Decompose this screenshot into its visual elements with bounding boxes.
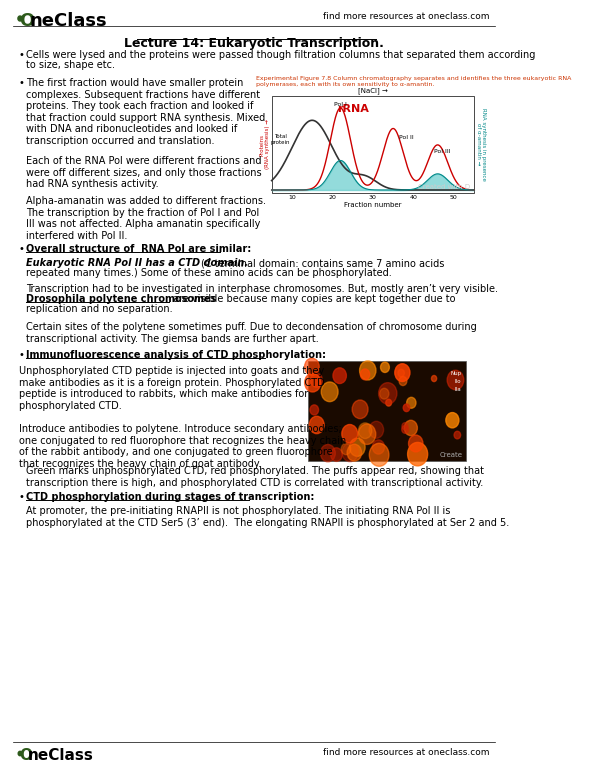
Text: Created with D: Created with D xyxy=(418,184,470,190)
Circle shape xyxy=(341,444,351,454)
Text: Unphosphorylated CTD peptide is injected into goats and they
make antibodies as : Unphosphorylated CTD peptide is injected… xyxy=(19,366,346,469)
Text: find more resources at oneclass.com: find more resources at oneclass.com xyxy=(323,748,490,757)
Circle shape xyxy=(402,426,409,434)
Text: Lecture 14: Eukaryotic Transcription.: Lecture 14: Eukaryotic Transcription. xyxy=(124,37,384,50)
Text: •: • xyxy=(19,78,24,88)
Circle shape xyxy=(386,400,392,406)
Text: O: O xyxy=(19,748,32,763)
Circle shape xyxy=(454,431,461,439)
Circle shape xyxy=(18,752,22,755)
Text: replication and no separation.: replication and no separation. xyxy=(26,304,172,314)
Text: are visible because many copies are kept together due to: are visible because many copies are kept… xyxy=(170,294,456,304)
Text: Eukaryotic RNA Pol II has a CTD domain.: Eukaryotic RNA Pol II has a CTD domain. xyxy=(26,258,248,268)
Text: •: • xyxy=(19,350,24,360)
Text: 30: 30 xyxy=(369,195,377,200)
Circle shape xyxy=(352,400,368,419)
Circle shape xyxy=(399,377,407,386)
Text: 40: 40 xyxy=(409,195,417,200)
Circle shape xyxy=(333,368,346,383)
Text: Certain sites of the polytene sometimes puff. Due to decondensation of chromosom: Certain sites of the polytene sometimes … xyxy=(26,322,477,343)
Circle shape xyxy=(431,376,437,382)
Text: IIa: IIa xyxy=(455,387,461,392)
Text: The first fraction would have smaller protein
complexes. Subsequent fractions ha: The first fraction would have smaller pr… xyxy=(26,78,265,146)
Text: Green marks unphosphorylated CTD, red phosphorylated. The puffs appear red, show: Green marks unphosphorylated CTD, red ph… xyxy=(26,466,484,487)
Circle shape xyxy=(372,440,384,454)
Circle shape xyxy=(381,362,389,373)
Text: find more resources at oneclass.com: find more resources at oneclass.com xyxy=(323,12,490,21)
Circle shape xyxy=(409,435,423,452)
Text: Each of the RNA Pol were different fractions and
were off different sizes, and o: Each of the RNA Pol were different fract… xyxy=(26,156,261,189)
Circle shape xyxy=(331,448,342,461)
Text: Create: Create xyxy=(440,452,463,458)
Text: neClass: neClass xyxy=(27,748,93,763)
Circle shape xyxy=(305,358,319,375)
FancyBboxPatch shape xyxy=(308,361,465,461)
Text: •: • xyxy=(19,244,24,254)
Text: [NaCl] →: [NaCl] → xyxy=(358,87,388,94)
Circle shape xyxy=(342,424,358,443)
Text: •: • xyxy=(19,492,24,502)
Text: RNA synthesis in presence
of α-amantin →: RNA synthesis in presence of α-amantin → xyxy=(475,108,486,181)
Circle shape xyxy=(369,444,389,467)
Circle shape xyxy=(310,405,318,415)
Circle shape xyxy=(446,413,459,428)
Text: Nup: Nup xyxy=(450,371,461,376)
Text: CTD phosphorylation during stages of transcription:: CTD phosphorylation during stages of tra… xyxy=(26,492,314,502)
Circle shape xyxy=(349,438,365,457)
Text: to size, shape etc.: to size, shape etc. xyxy=(26,60,115,70)
Text: neClass: neClass xyxy=(29,12,107,30)
Text: IIo: IIo xyxy=(455,379,461,384)
Circle shape xyxy=(358,423,372,439)
Circle shape xyxy=(18,16,22,21)
FancyBboxPatch shape xyxy=(272,96,474,193)
Circle shape xyxy=(347,444,362,461)
Circle shape xyxy=(309,417,324,434)
Text: At promoter, the pre-initiating RNAPII is not phosphorylated. The initiating RNA: At promoter, the pre-initiating RNAPII i… xyxy=(26,506,509,527)
Circle shape xyxy=(398,370,405,377)
Circle shape xyxy=(342,443,358,462)
Circle shape xyxy=(359,361,376,380)
Text: Pol II: Pol II xyxy=(399,135,414,140)
Circle shape xyxy=(321,382,338,402)
Text: 50: 50 xyxy=(450,195,458,200)
Text: O: O xyxy=(19,12,34,30)
Circle shape xyxy=(305,373,321,392)
Text: Cells were lysed and the proteins were passed though filtration columns that sep: Cells were lysed and the proteins were p… xyxy=(26,50,535,60)
Text: (C terminal domain: contains same 7 amino acids: (C terminal domain: contains same 7 amin… xyxy=(26,258,444,268)
Circle shape xyxy=(408,443,428,466)
Text: Pol III: Pol III xyxy=(434,149,450,154)
Text: Alpha-amanatin was added to different fractions.
The transcription by the fracti: Alpha-amanatin was added to different fr… xyxy=(26,196,265,241)
Circle shape xyxy=(369,421,384,438)
Circle shape xyxy=(321,444,336,462)
Circle shape xyxy=(358,424,376,444)
Text: Pol I: Pol I xyxy=(334,102,347,107)
Circle shape xyxy=(447,370,464,390)
Circle shape xyxy=(395,363,410,381)
Text: Immunofluorescence analysis of CTD phosphorylation:: Immunofluorescence analysis of CTD phosp… xyxy=(26,350,325,360)
Text: Drosophila polytene chromosomes: Drosophila polytene chromosomes xyxy=(26,294,216,304)
Circle shape xyxy=(380,388,389,399)
Text: Experimental Figure 7.8 Column chromatography separates and identifies the three: Experimental Figure 7.8 Column chromatog… xyxy=(256,76,572,87)
Circle shape xyxy=(402,423,408,430)
Text: Total
protein: Total protein xyxy=(271,134,290,145)
Text: 20: 20 xyxy=(328,195,336,200)
Text: repeated many times.) Some of these amino acids can be phosphorylated.: repeated many times.) Some of these amin… xyxy=(26,268,392,278)
Text: Overall structure of  RNA Pol are similar:: Overall structure of RNA Pol are similar… xyxy=(26,244,251,254)
Circle shape xyxy=(311,373,322,387)
Text: Proteins
(RNA synthesis) →: Proteins (RNA synthesis) → xyxy=(259,119,270,169)
Text: rRNA: rRNA xyxy=(337,104,369,114)
Circle shape xyxy=(406,397,416,408)
Text: Fraction number: Fraction number xyxy=(344,202,402,208)
Text: 10: 10 xyxy=(288,195,296,200)
Circle shape xyxy=(378,383,397,404)
Circle shape xyxy=(404,420,417,436)
Text: Transcription had to be investigated in interphase chromosomes. But, mostly aren: Transcription had to be investigated in … xyxy=(26,284,497,294)
Circle shape xyxy=(403,404,410,412)
Circle shape xyxy=(361,369,369,380)
Text: •: • xyxy=(19,50,24,60)
